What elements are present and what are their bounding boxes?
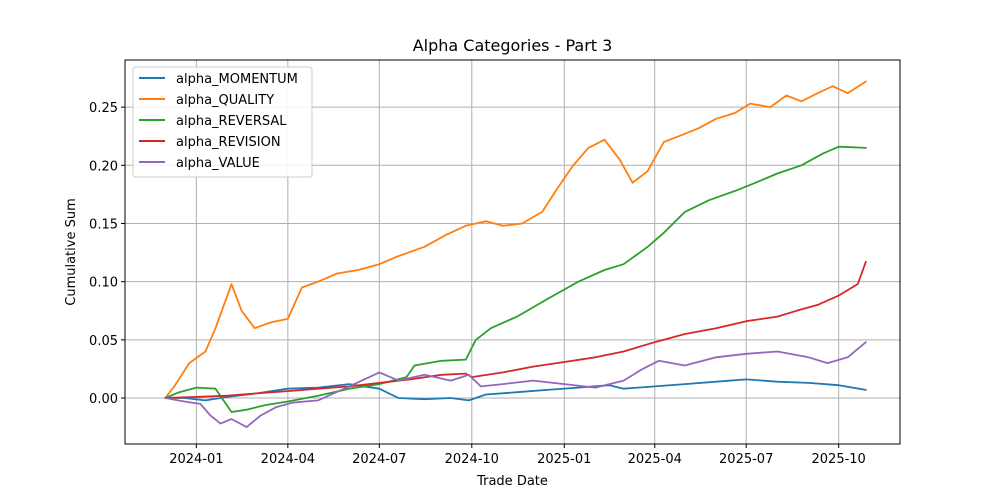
x-tick-label: 2024-07 — [352, 452, 406, 467]
y-tick-label: 0.00 — [89, 392, 118, 407]
legend-label: alpha_MOMENTUM — [176, 72, 298, 87]
y-tick-label: 0.20 — [89, 159, 118, 174]
x-axis-label: Trade Date — [476, 474, 548, 489]
plot-frame — [124, 59, 901, 445]
series-lines — [164, 80, 867, 429]
y-tick-label: 0.25 — [89, 101, 118, 116]
x-tick-label: 2025-07 — [719, 452, 773, 467]
legend-label: alpha_QUALITY — [176, 93, 274, 108]
x-tick-label: 2024-04 — [261, 452, 315, 467]
series-line-alpha-value — [164, 341, 867, 429]
legend-label: alpha_REVISION — [176, 135, 281, 150]
axis-ticks: 2024-01 2024-04 2024-07 2024-10 2025-01 2025-… — [89, 101, 866, 467]
legend-label: alpha_REVERSAL — [176, 114, 287, 129]
series-line-alpha-reversal — [164, 145, 867, 413]
legend-box — [132, 66, 313, 178]
x-tick-label: 2024-10 — [445, 452, 499, 467]
y-tick-label: 0.05 — [89, 334, 118, 349]
series-line-alpha-quality — [164, 80, 867, 399]
legend-label: alpha_VALUE — [176, 156, 260, 171]
x-tick-label: 2025-01 — [537, 452, 591, 467]
y-tick-label: 0.10 — [89, 276, 118, 291]
x-tick-label: 2024-01 — [169, 452, 223, 467]
chart-title: Alpha Categories - Part 3 — [413, 36, 613, 55]
y-tick-label: 0.15 — [89, 217, 118, 232]
grid — [125, 60, 900, 444]
legend: alpha_MOMENTUM alpha_QUALITY alpha_REVERSA… — [132, 66, 313, 178]
y-axis-label: Cumulative Sum — [64, 198, 79, 306]
x-tick-label: 2025-04 — [628, 452, 682, 467]
x-tick-label: 2025-10 — [812, 452, 866, 467]
series-line-alpha-revision — [164, 260, 867, 399]
